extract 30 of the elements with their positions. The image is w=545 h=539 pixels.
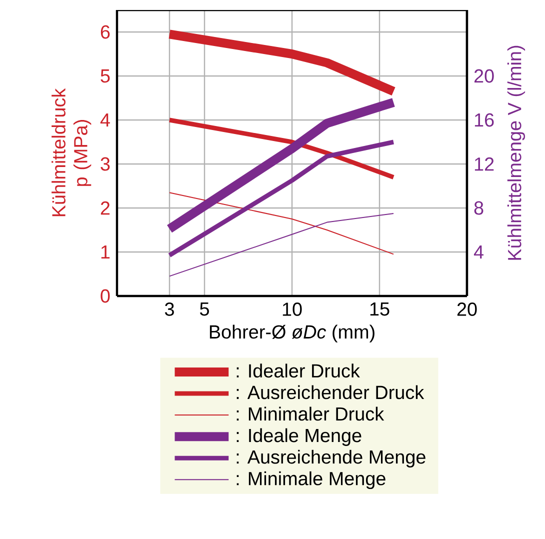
y-tick-label: 1 bbox=[101, 245, 110, 259]
line-series bbox=[169, 213, 394, 277]
line-series bbox=[167, 118, 396, 180]
legend-label: : Minimaler Druck bbox=[236, 406, 384, 421]
x-tick-label: 15 bbox=[370, 302, 390, 316]
legend-label: : Idealer Druck bbox=[236, 364, 360, 378]
legend-label: : Ausreichende Menge bbox=[236, 450, 426, 468]
legend-label: : Ideale Menge bbox=[236, 428, 362, 446]
y-tick-label: 4 bbox=[100, 113, 110, 127]
x-tick-label: 20 bbox=[457, 302, 477, 316]
y2-tick-label: 20 bbox=[474, 69, 494, 83]
y-tick-label: 0 bbox=[100, 289, 110, 303]
y2-tick-label: 8 bbox=[474, 201, 484, 215]
x-tick-label: 5 bbox=[200, 302, 209, 316]
y2-tick-label: 16 bbox=[474, 113, 494, 127]
y-axis-title: Kühlmitteldruck p (MPa) bbox=[52, 88, 92, 216]
line-series bbox=[167, 140, 396, 258]
x-axis-title: Bohrer-Ø øDc (mm) bbox=[210, 324, 374, 342]
y-tick-label: 3 bbox=[100, 157, 110, 171]
y-tick-label: 5 bbox=[100, 69, 110, 83]
y-tick-label: 2 bbox=[100, 201, 110, 215]
y2-axis-title: Kühlmittelmenge V (l/min) bbox=[507, 46, 526, 260]
x-tick-label: 10 bbox=[282, 302, 302, 316]
legend-label: : Minimale Menge bbox=[236, 471, 386, 490]
legend-label: : Ausreichender Druck bbox=[236, 385, 424, 400]
line-series bbox=[169, 192, 394, 255]
y2-tick-label: 4 bbox=[474, 245, 484, 259]
x-tick-label: 3 bbox=[164, 302, 174, 316]
y-tick-label: 6 bbox=[100, 25, 110, 39]
y2-tick-label: 12 bbox=[474, 157, 494, 171]
